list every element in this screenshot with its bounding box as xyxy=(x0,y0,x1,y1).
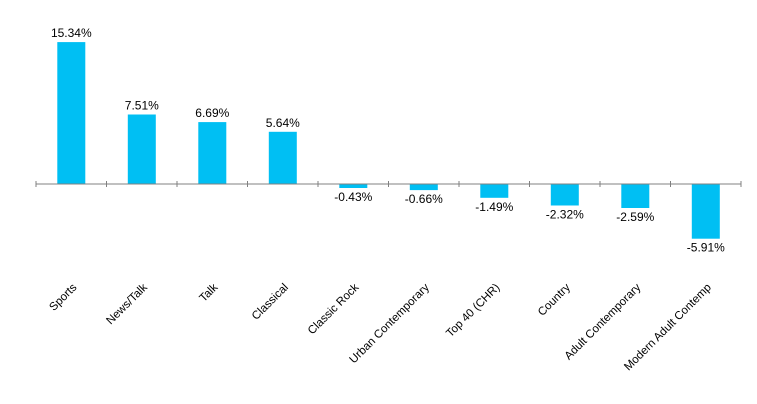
category-label-sports: Sports xyxy=(47,281,79,313)
category-label-classic-rock: Classic Rock xyxy=(306,281,362,337)
bar-country xyxy=(550,184,579,206)
bar-classical xyxy=(268,131,297,184)
data-label-adult-contemporary: -2.59% xyxy=(616,210,654,224)
category-label-news-talk: News/Talk xyxy=(104,281,150,327)
bar-classic-rock xyxy=(339,184,368,188)
bar-talk xyxy=(198,122,227,184)
data-labels-group: 15.34% 7.51% 6.69% 5.64% -0.43% -0.66% -1.49% -… xyxy=(51,26,725,255)
data-label-modern-adult-contemp: -5.91% xyxy=(687,241,725,255)
data-label-talk: 6.69% xyxy=(195,106,229,120)
category-label-urban-contemporary: Urban Contemporary xyxy=(347,281,432,366)
bar-modern-adult-contemp xyxy=(691,184,720,239)
data-label-urban-contemporary: -0.66% xyxy=(405,192,443,206)
category-label-adult-contemporary: Adult Contemporary xyxy=(563,281,644,362)
bar-adult-contemporary xyxy=(621,184,650,208)
data-label-news-talk: 7.51% xyxy=(125,99,159,113)
category-label-talk: Talk xyxy=(197,281,220,304)
category-label-top-40-chr: Top 40 (CHR) xyxy=(444,282,502,340)
category-labels-group: Sports News/Talk Talk Classical Classic Rock… xyxy=(47,281,713,373)
bar-top-40-chr xyxy=(480,184,509,198)
data-label-sports: 15.34% xyxy=(51,26,92,40)
bar-urban-contemporary xyxy=(409,184,438,191)
bars-group xyxy=(57,42,720,239)
bar-sports xyxy=(57,42,86,184)
data-label-country: -2.32% xyxy=(546,208,584,222)
data-label-top-40-chr: -1.49% xyxy=(475,200,513,214)
bar-news-talk xyxy=(127,114,156,184)
category-label-country: Country xyxy=(536,281,573,318)
category-label-classical: Classical xyxy=(250,282,291,323)
x-axis xyxy=(35,181,742,187)
data-label-classic-rock: -0.43% xyxy=(334,190,372,204)
data-label-classical: 5.64% xyxy=(266,116,300,130)
